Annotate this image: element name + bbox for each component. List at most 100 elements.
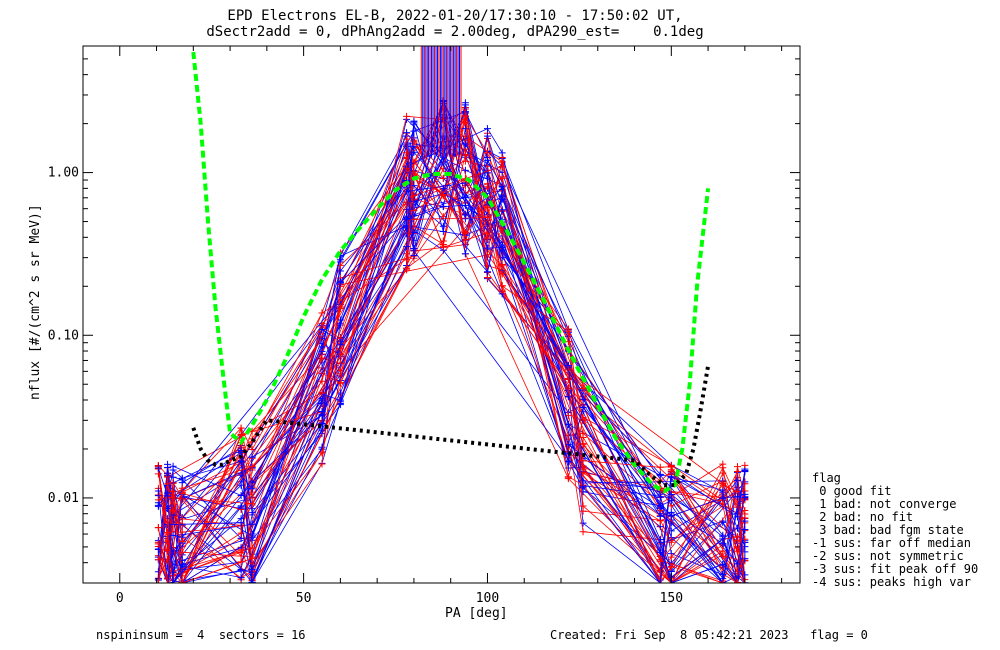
trace-point [154,524,162,532]
trace-point [483,125,491,133]
trace-point [733,536,741,544]
x-tick-label: 50 [296,591,312,606]
flux-trace [167,102,746,583]
trace-point [498,162,506,170]
trace-point [318,389,326,397]
fit-curves [191,51,711,494]
trace-point [461,101,469,109]
trace-point [498,243,506,251]
trace-point [237,431,245,439]
trace-point [410,118,418,126]
trace-point [164,480,172,488]
trace-point [461,228,469,236]
trace-point [410,207,418,215]
legend-entry: -1 sus: far off median [812,536,971,550]
trace-point [656,579,664,583]
trace-point [741,517,749,525]
trace-point [403,212,411,220]
trace-point [336,319,344,327]
trace-point [439,242,447,250]
trace-point [564,327,572,335]
trace-point [741,493,749,501]
trace-point [403,112,411,120]
flux-trace [158,171,746,583]
trace-point [439,228,447,236]
flux-trace [158,168,746,583]
trace-point [169,487,177,495]
trace-point [336,279,344,287]
trace-point [579,404,587,412]
trace-point [498,286,506,294]
x-tick-label: 0 [116,591,124,606]
trace-point [564,473,572,481]
trace-point [318,460,326,468]
trace-point [410,138,418,146]
trace-point [336,396,344,404]
trace-point [741,571,749,579]
trace-point [719,561,727,569]
trace-point [237,519,245,527]
legend-entry: -3 sus: fit peak off 90 [812,562,979,576]
trace-point [461,125,469,133]
trace-point [403,165,411,173]
trace-point [169,579,177,583]
trace-point [656,502,664,510]
trace-point [439,203,447,211]
trace-point [318,419,326,427]
trace-point [719,479,727,487]
trace-point [178,484,186,492]
trace-point [336,338,344,346]
axis-ticks: 0 50 100 150 0.01 0.10 1.00 [48,45,800,606]
flux-trace [158,139,738,583]
trace-point [579,519,587,527]
trace-point [248,463,256,471]
trace-point [741,461,749,469]
trace-point [403,264,411,272]
trace-point [248,509,256,517]
trace-point [741,555,749,563]
trace-point [164,469,172,477]
trace-point [178,538,186,546]
trace-point [579,483,587,491]
trace-point [318,449,326,457]
trace-point [741,526,749,534]
trace-point [498,206,506,214]
trace-point [564,375,572,383]
trace-point [483,162,491,170]
trace-point [719,464,727,472]
trace-point [483,213,491,221]
trace-point [483,149,491,157]
trace-point [483,132,491,140]
trace-point [248,579,256,583]
trace-point [733,468,741,476]
trace-point [667,553,675,561]
legend-entry: 0 good fit [812,484,892,498]
trace-point [733,476,741,484]
trace-point [178,548,186,556]
trace-point [318,326,326,334]
trace-point [498,173,506,181]
trace-point [733,578,741,583]
trace-point [483,235,491,243]
trace-point [483,268,491,276]
trace-point [410,244,418,252]
trace-point [656,538,664,546]
legend-entry: 1 bad: not converge [812,497,957,511]
footer-right: Created: Fri Sep 8 05:42:21 2023 flag = … [550,628,868,642]
trace-point [318,398,326,406]
trace-point [403,243,411,251]
fit-curve-black [191,365,711,488]
trace-point [248,530,256,538]
trace-point [248,494,256,502]
trace-point [154,501,162,509]
flux-trace [158,139,745,583]
trace-point [564,384,572,392]
trace-point [439,184,447,192]
trace-point [461,112,469,120]
fit-curve-green [191,51,711,494]
trace-point [483,174,491,182]
trace-point [579,434,587,442]
trace-point [719,579,727,583]
trace-point [164,529,172,537]
trace-point [237,558,245,566]
